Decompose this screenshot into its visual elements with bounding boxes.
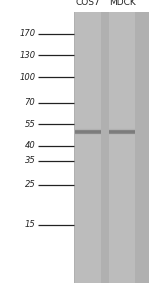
Bar	[75, 130, 101, 133]
Text: 70: 70	[24, 98, 35, 107]
Bar	[109, 131, 135, 132]
Bar	[109, 129, 135, 130]
Bar	[74, 12, 149, 283]
Bar	[109, 134, 135, 135]
Bar	[109, 132, 135, 133]
Bar	[75, 128, 101, 129]
Bar	[109, 130, 135, 133]
Bar	[109, 133, 135, 134]
Text: COS7: COS7	[75, 0, 100, 7]
Bar	[109, 130, 135, 131]
Text: 130: 130	[19, 51, 35, 60]
Bar	[109, 128, 135, 129]
Bar	[75, 128, 101, 129]
Text: 100: 100	[19, 73, 35, 82]
Bar	[75, 134, 101, 135]
Bar	[75, 131, 101, 132]
Bar	[109, 129, 135, 130]
Bar	[109, 12, 135, 283]
Bar	[109, 129, 135, 130]
Text: 35: 35	[24, 156, 35, 165]
Bar	[75, 130, 101, 131]
Text: 55: 55	[24, 120, 35, 128]
Bar	[109, 134, 135, 135]
Bar	[109, 132, 135, 133]
Bar	[75, 129, 101, 130]
Bar	[75, 132, 101, 133]
Bar	[109, 134, 135, 135]
Bar	[109, 133, 135, 134]
Bar	[109, 128, 135, 129]
Bar	[75, 129, 101, 130]
Text: MDCK: MDCK	[109, 0, 136, 7]
Bar	[75, 134, 101, 135]
Text: 25: 25	[24, 180, 35, 189]
Bar	[75, 12, 101, 283]
Bar	[75, 132, 101, 133]
Bar	[75, 133, 101, 134]
Bar	[75, 130, 101, 131]
Bar	[109, 131, 135, 132]
Text: 170: 170	[19, 29, 35, 38]
Bar	[109, 130, 135, 131]
Bar	[75, 133, 101, 134]
Bar	[75, 131, 101, 132]
Bar	[109, 130, 135, 131]
Bar	[75, 134, 101, 135]
Bar	[75, 130, 101, 131]
Bar	[75, 129, 101, 130]
Text: 15: 15	[24, 220, 35, 229]
Bar	[109, 131, 135, 132]
Bar	[75, 131, 101, 132]
Text: 40: 40	[24, 142, 35, 150]
